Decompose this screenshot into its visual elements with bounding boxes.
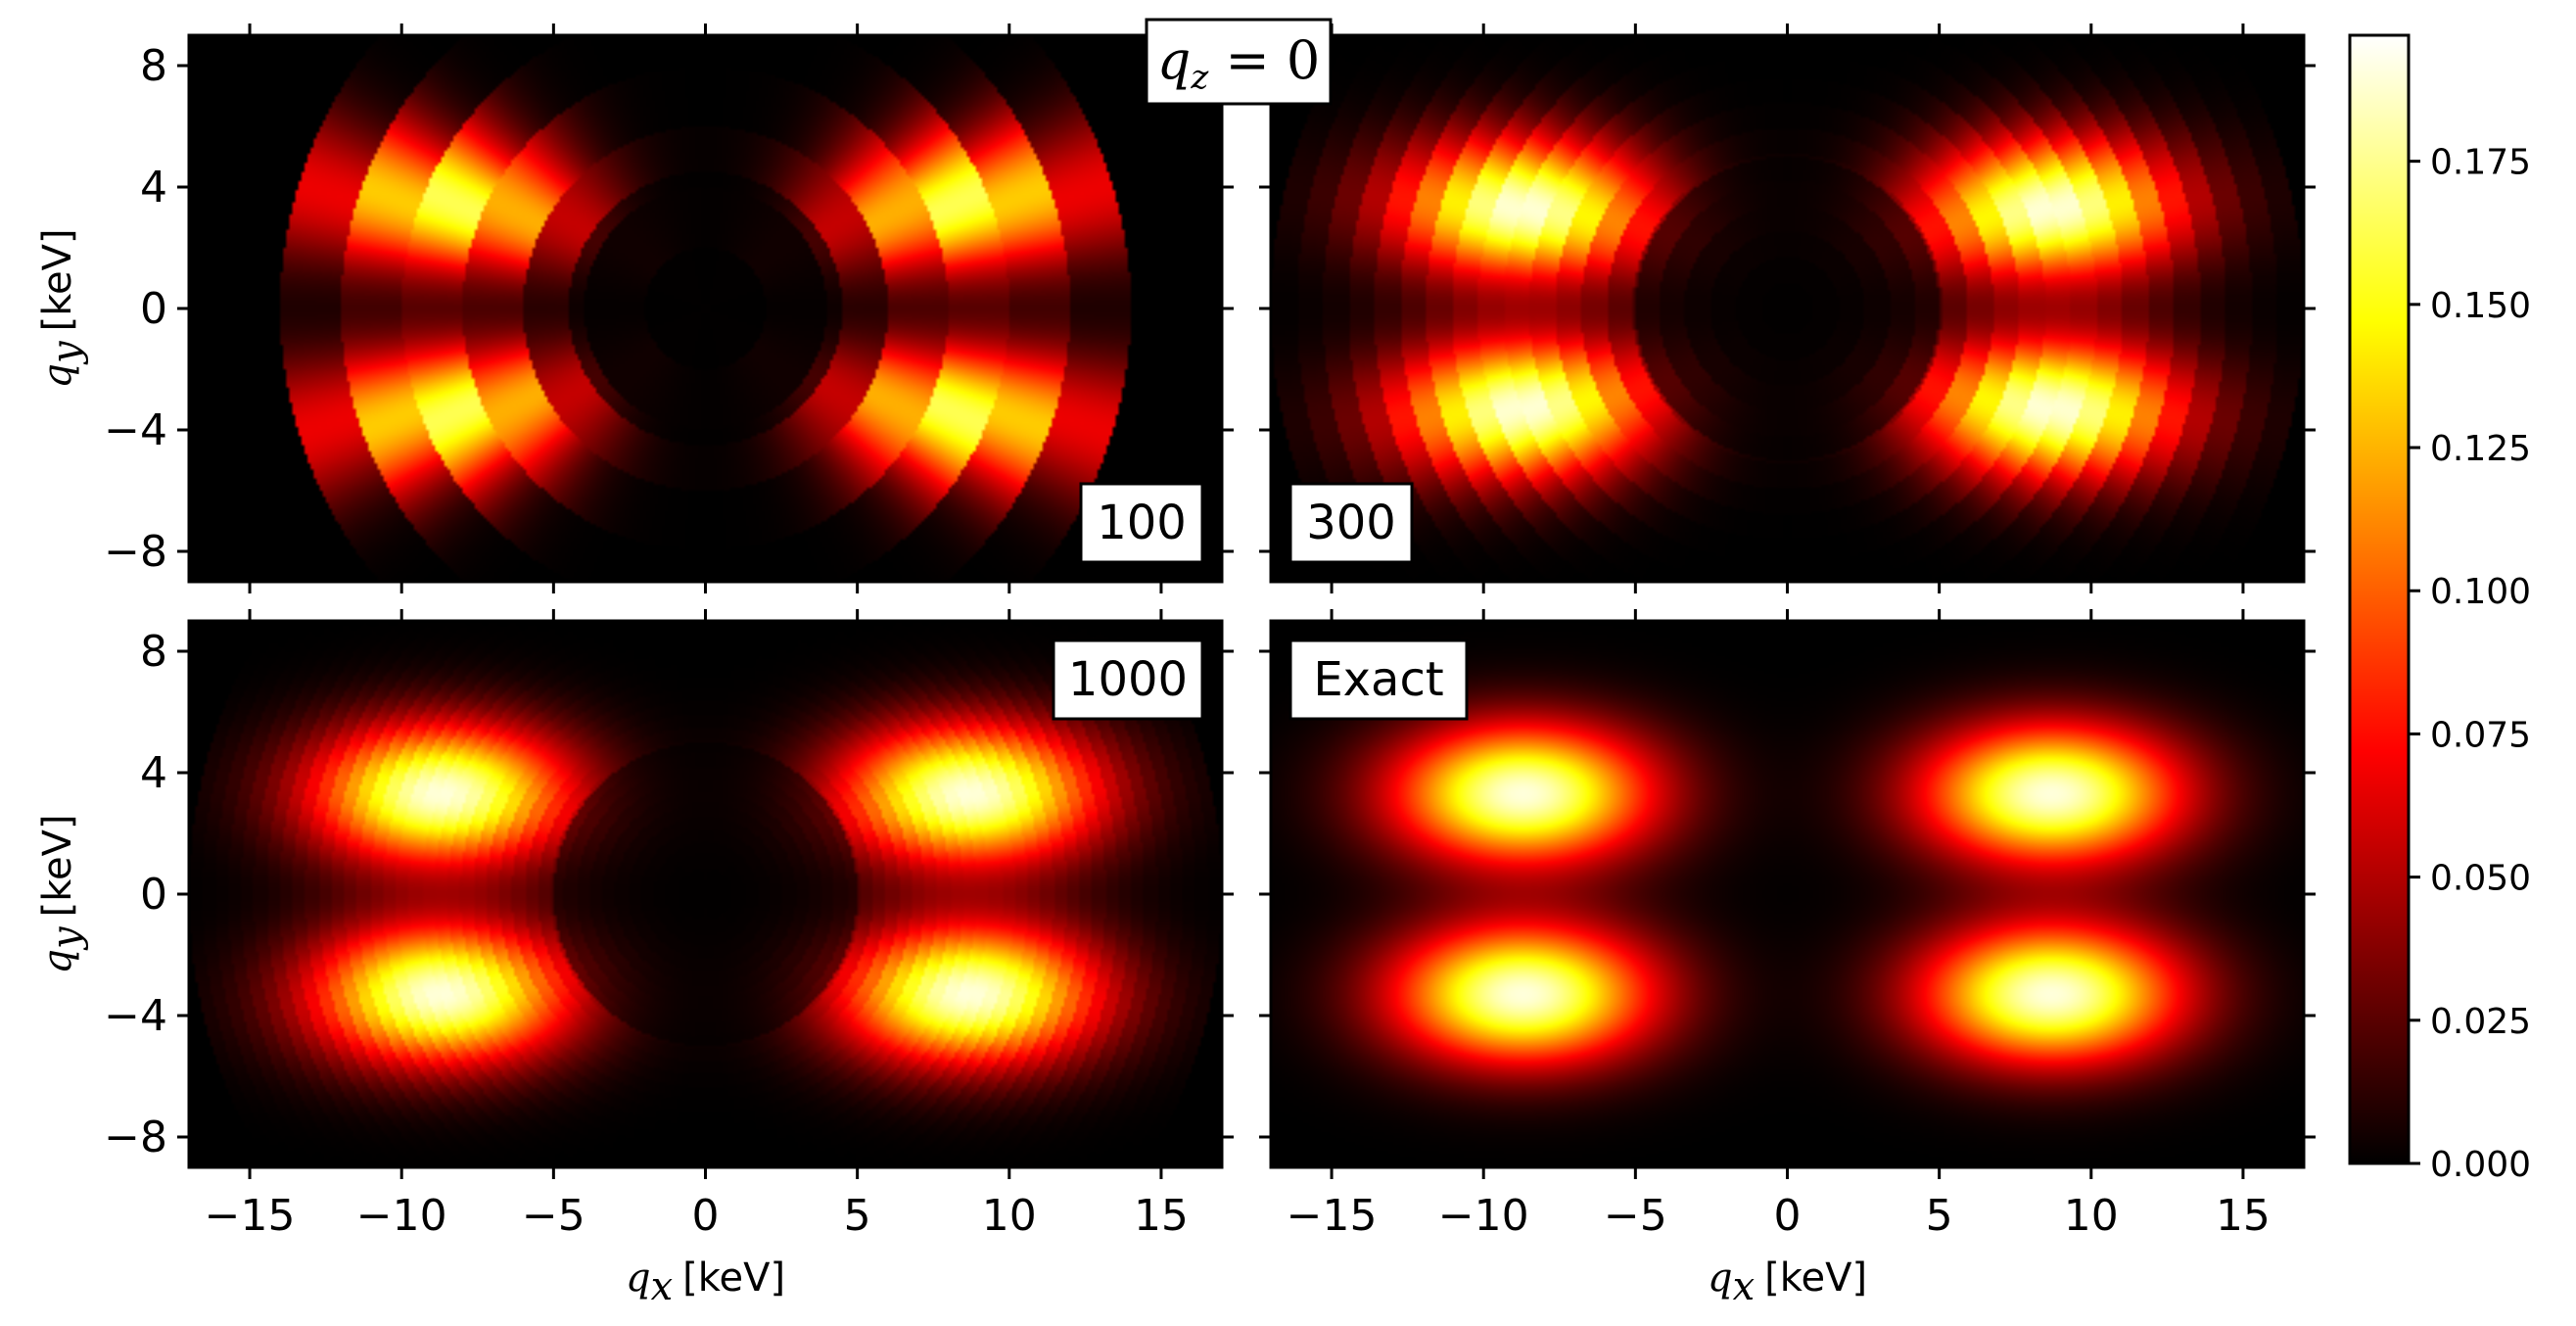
y-tick-label: 0 xyxy=(140,284,167,334)
colorbar-tick-label: 0.125 xyxy=(2430,429,2531,469)
x-axis-label: qx [keV] xyxy=(626,1255,785,1309)
x-tick-label: 0 xyxy=(692,1191,720,1241)
y-tick-label: 4 xyxy=(140,748,167,798)
title-text: qz = 0 xyxy=(1157,29,1320,97)
panel-tag-box xyxy=(1288,639,1469,721)
panel-100: 8 4 0 −4 −8 100 xyxy=(104,24,1234,593)
colorbar-tick-label: 0.100 xyxy=(2430,572,2531,612)
panel-300: 300 xyxy=(1259,24,2316,593)
panel-tag: 300 xyxy=(1288,482,1414,564)
panel-tag-label: Exact xyxy=(1313,652,1443,707)
panel-tag-box xyxy=(1288,482,1414,564)
panel-tag-box xyxy=(1052,639,1204,721)
y-tick-label: −4 xyxy=(104,991,167,1041)
y-tick-label: −4 xyxy=(104,405,167,455)
colorbar-tick-label: 0.050 xyxy=(2430,859,2531,899)
x-tick-label: 15 xyxy=(1134,1191,1189,1241)
x-tick-label: 10 xyxy=(982,1191,1037,1241)
x-tick-label: 5 xyxy=(1926,1191,1953,1241)
colorbar: 0.000 0.025 0.050 0.075 0.100 0.125 0.150 0.175 xyxy=(2348,33,2531,1185)
y-tick-label: −8 xyxy=(104,1113,167,1162)
y-tick-label: −8 xyxy=(104,527,167,577)
panel-tag-label: 1000 xyxy=(1068,652,1188,707)
x-tick-label: −10 xyxy=(1438,1191,1529,1241)
y-axis-label: qy[keV] xyxy=(35,228,89,388)
colorbar-tick-label: 0.000 xyxy=(2430,1145,2531,1185)
x-axis-label: qx [keV] xyxy=(1708,1255,1867,1309)
colorbar-tick-label: 0.175 xyxy=(2430,143,2531,183)
panel-tag: 1000 xyxy=(1052,639,1204,721)
x-tick-label: 10 xyxy=(2064,1191,2119,1241)
chart-title: qz = 0 xyxy=(1145,18,1333,106)
panel-tag: Exact xyxy=(1288,639,1469,721)
heatmap-image xyxy=(1271,35,2304,582)
heatmap-image xyxy=(189,621,1222,1167)
y-tick-label: 8 xyxy=(140,41,167,91)
heatmap-image xyxy=(189,35,1222,582)
colorbar-tick-label: 0.075 xyxy=(2430,715,2531,755)
panel-tag: 100 xyxy=(1079,482,1204,564)
colorbar-gradient xyxy=(2348,33,2411,1165)
x-tick-label: 5 xyxy=(844,1191,871,1241)
panel-tag-label: 100 xyxy=(1097,496,1187,550)
y-tick-label: 4 xyxy=(140,163,167,213)
panel-1000: −15 −10 −5 0 5 10 15 8 4 0 −4 −8 1000 xyxy=(104,609,1234,1241)
colorbar-tick-label: 0.150 xyxy=(2430,286,2531,326)
x-tick-label: 15 xyxy=(2216,1191,2271,1241)
x-tick-label: −10 xyxy=(356,1191,447,1241)
panel-exact: −15 −10 −5 0 5 10 15 Exact xyxy=(1259,609,2316,1241)
x-tick-label: −15 xyxy=(205,1191,296,1241)
x-tick-label: −15 xyxy=(1287,1191,1378,1241)
panel-tag-box xyxy=(1079,482,1204,564)
x-tick-label: −5 xyxy=(1604,1191,1667,1241)
x-tick-label: −5 xyxy=(522,1191,585,1241)
title-box xyxy=(1145,18,1333,106)
panel-tag-label: 300 xyxy=(1306,496,1396,550)
y-axis-label: qy[keV] xyxy=(35,814,89,973)
y-tick-label: 0 xyxy=(140,870,167,920)
x-tick-label: 0 xyxy=(1774,1191,1802,1241)
y-tick-label: 8 xyxy=(140,627,167,677)
colorbar-tick-label: 0.025 xyxy=(2430,1002,2531,1042)
